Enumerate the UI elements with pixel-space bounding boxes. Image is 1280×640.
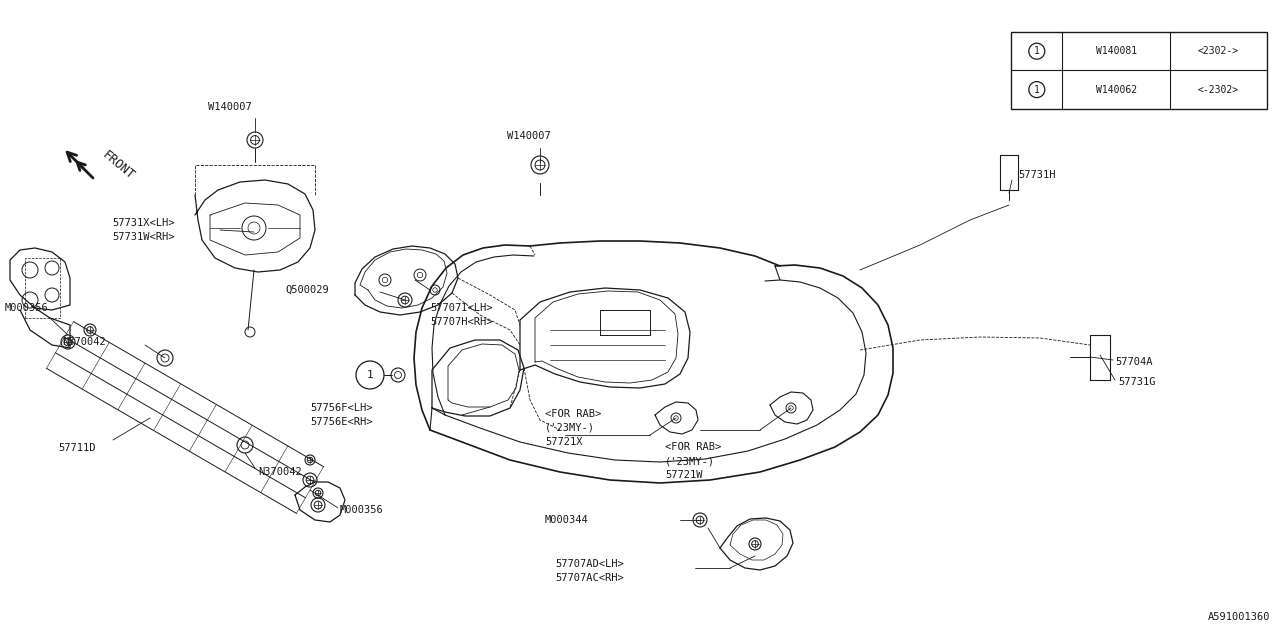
Text: 1: 1 [366,370,374,380]
Text: 57731X<LH>: 57731X<LH> [113,218,174,228]
Text: 1: 1 [1034,84,1039,95]
Text: ('23MY-): ('23MY-) [666,456,716,466]
Text: 57731G: 57731G [1117,377,1156,387]
Text: <FOR RAB>: <FOR RAB> [545,409,602,419]
Text: ('23MY-): ('23MY-) [545,423,595,433]
Text: 57731W<RH>: 57731W<RH> [113,232,174,242]
Text: M000344: M000344 [545,515,589,525]
Text: 57756F<LH>: 57756F<LH> [310,403,372,413]
Text: 1: 1 [1034,46,1039,56]
Text: A591001360: A591001360 [1207,612,1270,622]
Text: FRONT: FRONT [100,148,137,182]
Text: 57704A: 57704A [1115,357,1152,367]
Text: M000356: M000356 [5,303,49,313]
Text: M000356: M000356 [340,505,384,515]
Text: <-2302>: <-2302> [1198,84,1239,95]
Text: 57721X: 57721X [545,437,582,447]
Text: W140007: W140007 [207,102,252,112]
Text: 57721W: 57721W [666,470,703,480]
Text: N370042: N370042 [61,337,106,347]
Text: W140062: W140062 [1096,84,1137,95]
Text: N370042: N370042 [259,467,302,477]
Text: 57707H<RH>: 57707H<RH> [430,317,493,327]
Text: 57711D: 57711D [58,443,96,453]
Text: Q500029: Q500029 [285,285,329,295]
Text: W140007: W140007 [507,131,550,141]
Text: <2302->: <2302-> [1198,46,1239,56]
Text: 57756E<RH>: 57756E<RH> [310,417,372,427]
Text: <FOR RAB>: <FOR RAB> [666,442,721,452]
Bar [1011,32,1267,109]
Text: 57731H: 57731H [1018,170,1056,180]
Text: 57707I<LH>: 57707I<LH> [430,303,493,313]
Text: W140081: W140081 [1096,46,1137,56]
Text: 57707AC<RH>: 57707AC<RH> [556,573,623,583]
Text: 57707AD<LH>: 57707AD<LH> [556,559,623,569]
